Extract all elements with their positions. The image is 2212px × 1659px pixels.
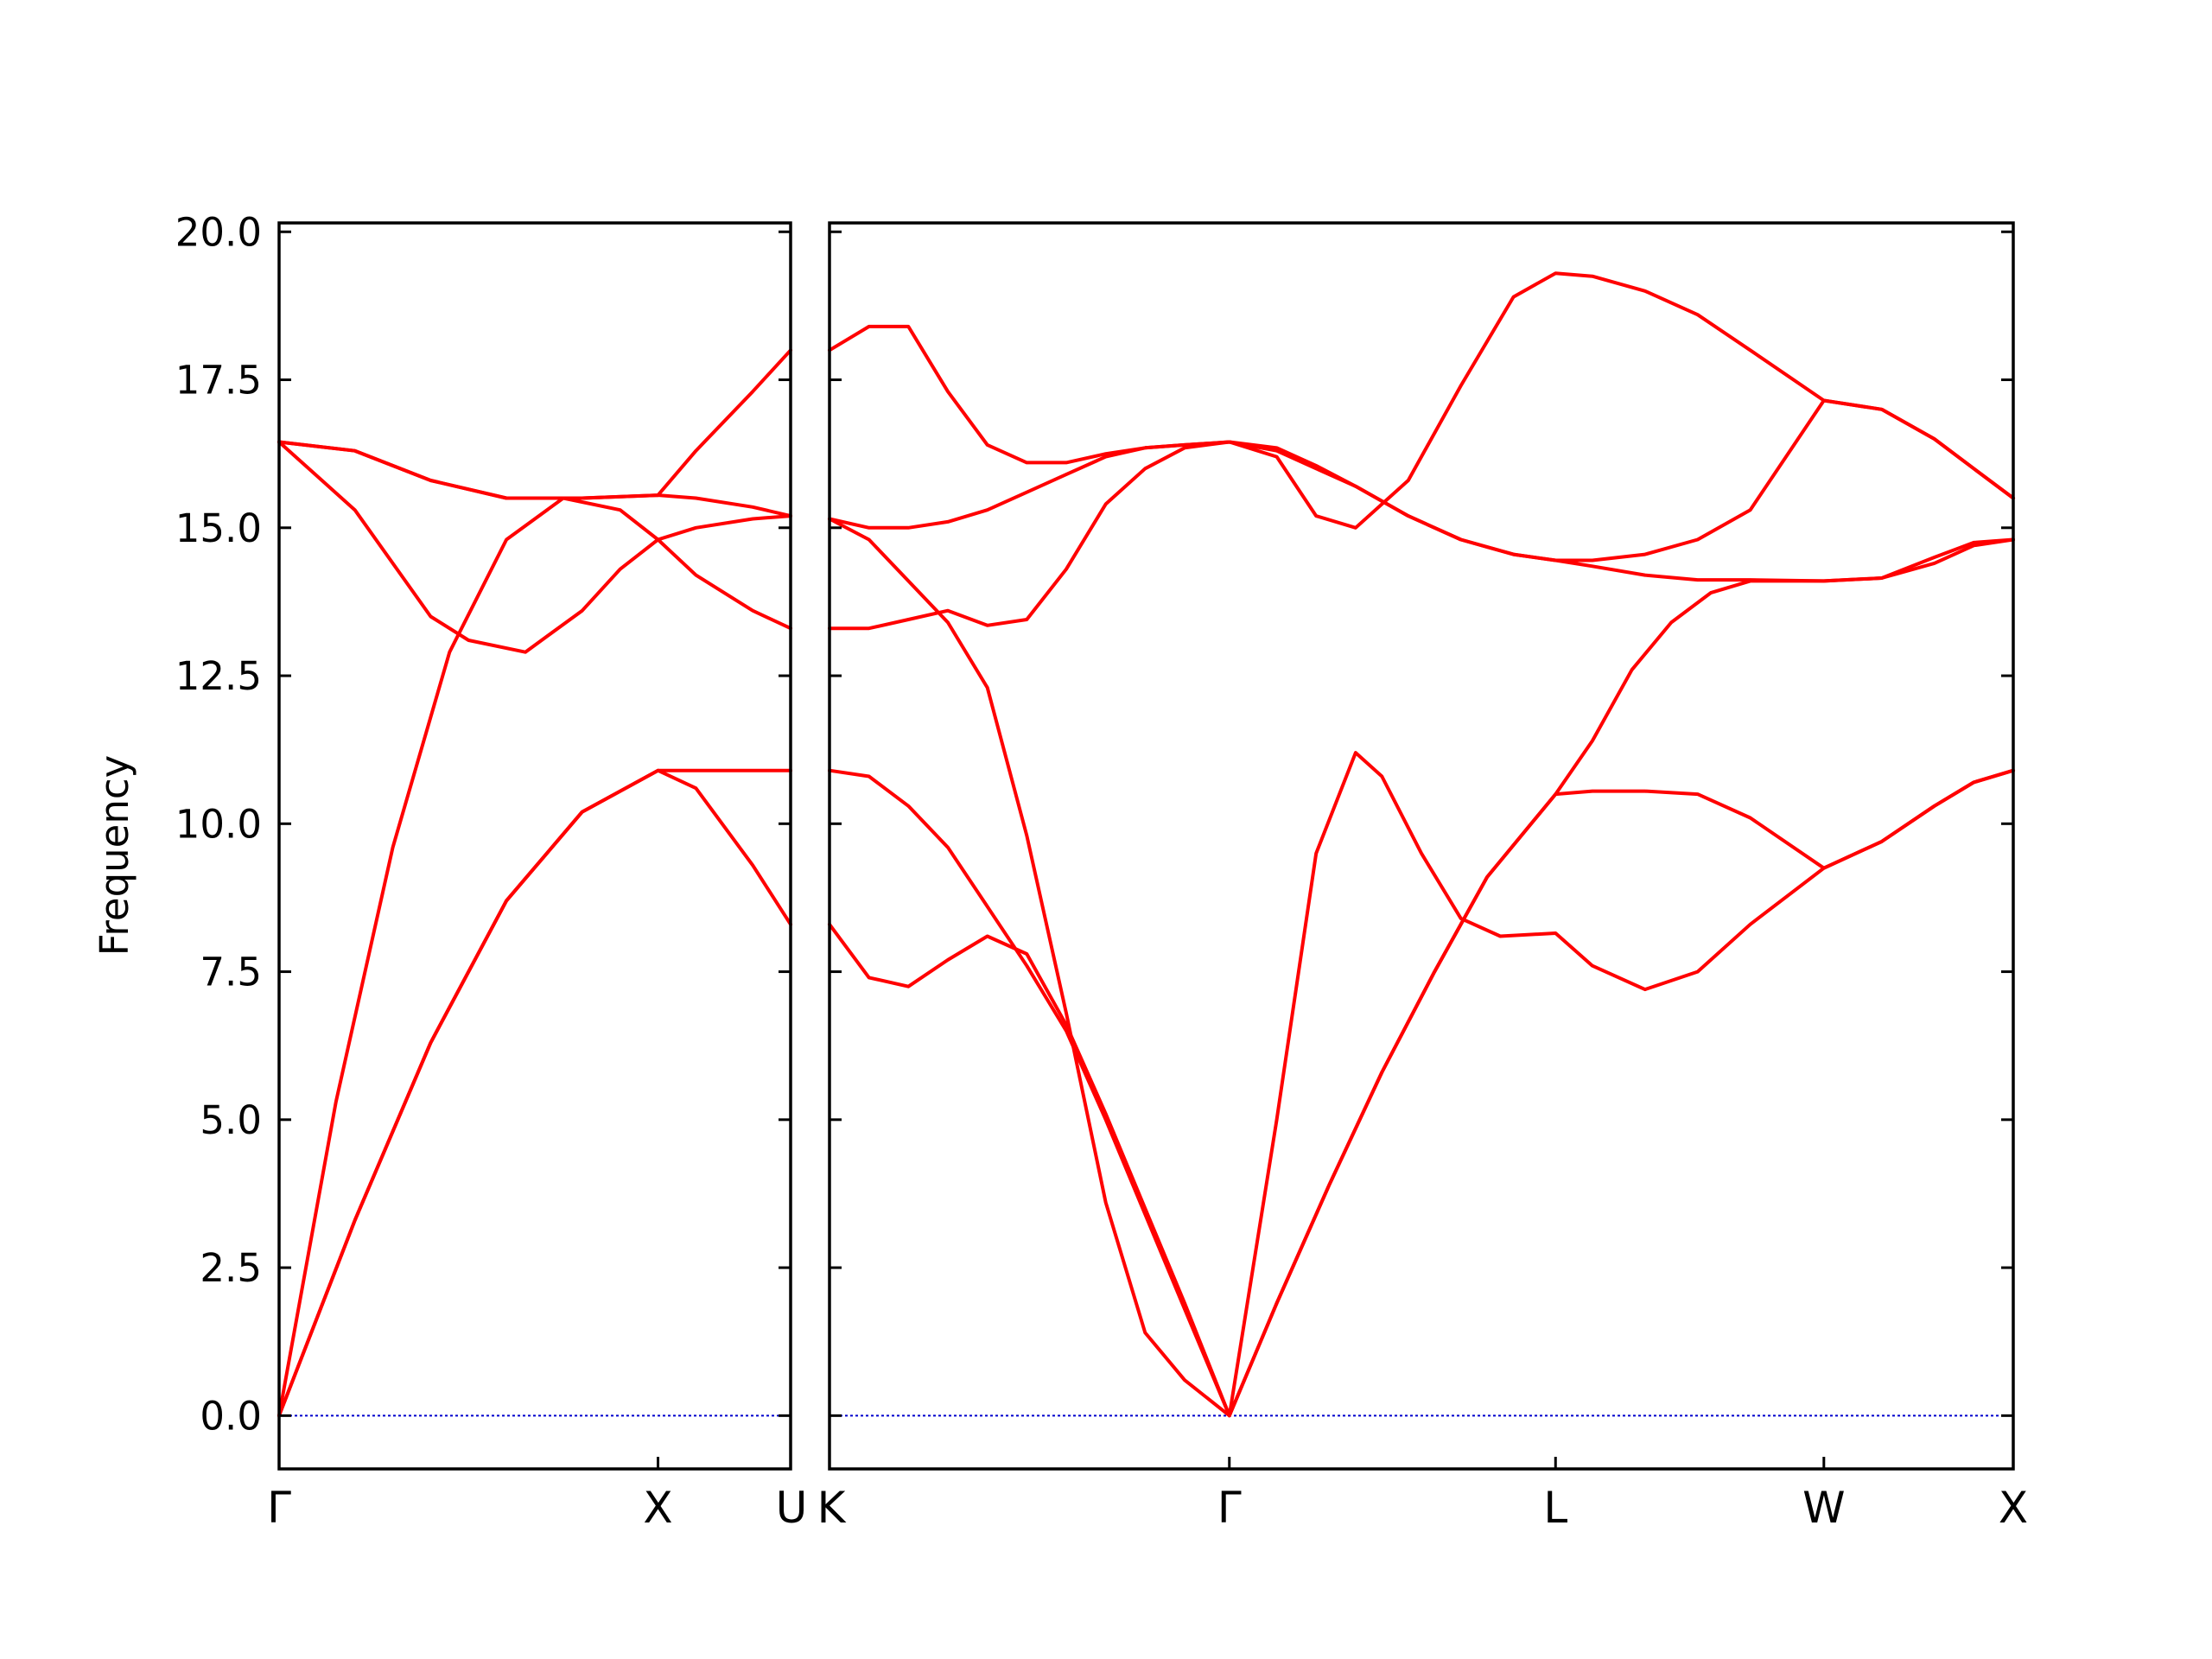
x-tick-label: U	[776, 1483, 808, 1533]
x-tick-label: X	[1999, 1483, 2028, 1533]
y-tick-label: 2.5	[200, 1245, 262, 1291]
y-tick-label: 20.0	[175, 209, 262, 255]
y-tick-label: 10.0	[175, 801, 262, 847]
y-tick-label: 5.0	[200, 1097, 262, 1143]
x-tick-label: Γ	[267, 1483, 291, 1533]
x-tick-label: Γ	[1217, 1483, 1242, 1533]
panel-left: 0.0 2.5 5.0 7.5 10.0 12.5 15.0 17.5 20.0 Γ X U	[175, 209, 808, 1533]
x-tick-label: L	[1543, 1483, 1567, 1533]
y-axis-label: Frequency	[92, 755, 137, 956]
y-tick-label: 17.5	[175, 358, 262, 404]
x-tick-label: K	[817, 1483, 847, 1533]
band-line-5	[828, 398, 2015, 563]
axes-frame	[828, 221, 2015, 1471]
band-line-3	[828, 517, 2015, 1418]
band-line-2	[277, 768, 792, 1418]
band-line-6	[277, 348, 792, 500]
band-line-4	[828, 271, 2015, 631]
y-tick-label: 0.0	[200, 1393, 262, 1439]
y-tick-label: 15.0	[175, 505, 262, 551]
band-line-2	[828, 537, 2015, 1418]
y-tick-label: 12.5	[175, 653, 262, 699]
band-line-1	[828, 768, 2015, 1418]
band-line-3	[277, 496, 792, 1418]
band-line-5	[277, 440, 792, 518]
y-tick-label: 7.5	[200, 950, 262, 995]
x-tick-label: X	[643, 1483, 672, 1533]
band-line-6	[828, 324, 2015, 583]
band-line-4	[277, 440, 792, 654]
x-tick-label: W	[1802, 1483, 1845, 1533]
axes-frame	[277, 221, 792, 1471]
